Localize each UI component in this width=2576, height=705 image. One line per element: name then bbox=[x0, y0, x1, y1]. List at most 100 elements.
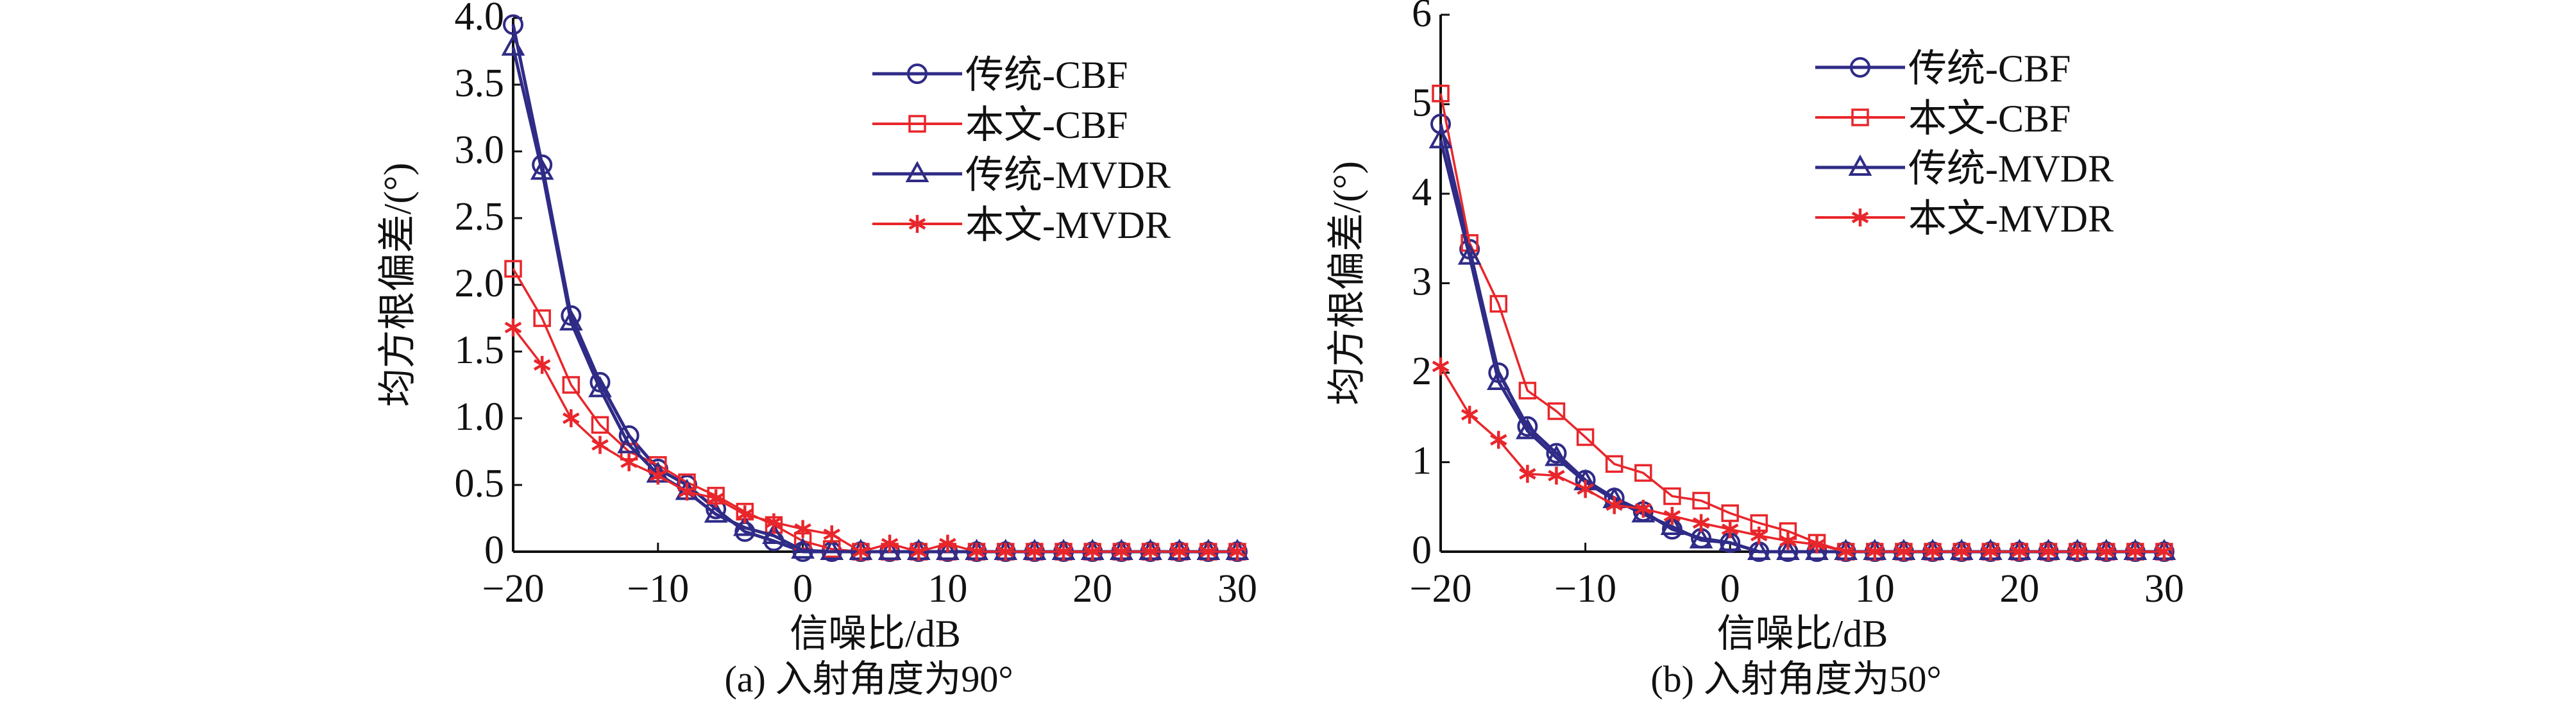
marker-star-stroke bbox=[1808, 538, 1826, 550]
marker-star-stroke bbox=[910, 546, 928, 557]
marker-square bbox=[1692, 491, 1710, 510]
y-tick-label: 2 bbox=[1412, 350, 1432, 393]
x-tick-label: −20 bbox=[482, 567, 545, 611]
marker-square bbox=[504, 260, 522, 278]
y-tick-label: 1.0 bbox=[455, 395, 505, 439]
y-tick-label: 3.5 bbox=[455, 62, 505, 105]
marker-star-stroke bbox=[1142, 546, 1159, 557]
marker-star bbox=[765, 513, 783, 532]
marker-circle bbox=[907, 64, 928, 84]
marker-star bbox=[1199, 543, 1217, 561]
marker-star bbox=[1519, 464, 1536, 483]
x-tick-label: 20 bbox=[1072, 567, 1112, 611]
legend-item: 本文-CBF bbox=[872, 104, 1128, 146]
marker-star bbox=[1895, 543, 1913, 561]
marker-star bbox=[707, 489, 725, 507]
marker-star bbox=[504, 318, 522, 337]
marker-star-stroke bbox=[678, 486, 696, 498]
marker-triangle bbox=[1848, 154, 1872, 176]
marker-triangle bbox=[1776, 538, 1800, 560]
marker-square bbox=[1518, 382, 1537, 400]
legend: 传统-CBF 本文-CBF 传统-MVDR 本文-MVDR bbox=[1815, 47, 2114, 240]
marker-star bbox=[1866, 543, 1884, 561]
figure-caption: (a) 入射角度为90° bbox=[724, 658, 1013, 700]
marker-triangle bbox=[588, 376, 612, 398]
y-axis-label: 均方根偏差/(°) bbox=[1326, 161, 1368, 405]
legend-item: 传统-MVDR bbox=[1815, 148, 2114, 190]
marker-star bbox=[1982, 543, 1999, 561]
marker-star-stroke bbox=[1779, 535, 1797, 547]
marker-star-stroke bbox=[649, 470, 667, 482]
legend-label: 本文-MVDR bbox=[965, 204, 1171, 246]
y-tick-label: 4.0 bbox=[455, 0, 505, 38]
legend-label: 本文-CBF bbox=[965, 104, 1128, 146]
legend-label: 本文-CBF bbox=[1908, 98, 2071, 140]
marker-star bbox=[852, 543, 870, 561]
marker-square bbox=[1547, 402, 1566, 420]
marker-star bbox=[1432, 357, 1450, 376]
marker-star-stroke bbox=[1519, 468, 1536, 480]
marker-star bbox=[910, 543, 928, 561]
marker-square bbox=[1663, 487, 1681, 505]
legend-label: 本文-MVDR bbox=[1908, 198, 2114, 240]
marker-star bbox=[794, 520, 811, 538]
marker-star-stroke bbox=[563, 412, 580, 424]
marker-star-stroke bbox=[1083, 546, 1101, 557]
marker-triangle bbox=[936, 538, 960, 560]
marker-star bbox=[1779, 532, 1797, 550]
legend-label: 传统-MVDR bbox=[965, 154, 1171, 196]
marker-star-stroke bbox=[1634, 503, 1652, 514]
marker-star-stroke bbox=[1461, 409, 1479, 421]
marker-triangle bbox=[559, 309, 583, 331]
marker-square bbox=[1605, 455, 1623, 473]
figure-caption: (b) 入射角度为50° bbox=[1650, 658, 1941, 700]
marker-star bbox=[1142, 543, 1159, 561]
marker-circle bbox=[1850, 57, 1870, 78]
y-tick-label: 3.0 bbox=[455, 128, 505, 172]
y-tick-label: 4 bbox=[1412, 171, 1432, 214]
legend-item: 本文-CBF bbox=[1815, 98, 2071, 140]
legend-item: 传统-MVDR bbox=[872, 154, 1171, 196]
marker-star bbox=[1750, 526, 1768, 545]
y-tick-label: 6 bbox=[1412, 0, 1432, 35]
marker-star-stroke bbox=[1750, 529, 1768, 541]
marker-star bbox=[908, 215, 926, 233]
x-axis-label: 信噪比/dB bbox=[790, 613, 961, 655]
legend-label: 传统-CBF bbox=[1908, 47, 2071, 90]
marker-star bbox=[881, 534, 899, 553]
marker-star-stroke bbox=[823, 529, 841, 540]
marker-square bbox=[1432, 85, 1450, 103]
marker-star-stroke bbox=[1171, 546, 1188, 557]
x-tick-label: −10 bbox=[627, 567, 689, 611]
marker-triangle bbox=[1805, 538, 1829, 560]
series-2 bbox=[501, 34, 1250, 560]
marker-star-stroke bbox=[1228, 546, 1246, 557]
marker-star-stroke bbox=[1837, 546, 1854, 557]
marker-triangle bbox=[1457, 243, 1482, 265]
marker-star bbox=[997, 543, 1014, 561]
chart-panel-b: 0 1 2 3 4 5 6 −20 −10 0 10 20 30 信噪比/dB(b) 入射角度为50° 均方… bbox=[1326, 0, 2184, 700]
marker-star-stroke bbox=[1953, 546, 1970, 557]
marker-star bbox=[968, 543, 985, 561]
marker-star-stroke bbox=[1866, 546, 1884, 557]
marker-star bbox=[1692, 514, 1710, 532]
marker-star bbox=[1634, 500, 1652, 518]
marker-triangle bbox=[1428, 127, 1453, 149]
marker-star-stroke bbox=[1055, 546, 1072, 557]
marker-star-stroke bbox=[1895, 546, 1913, 557]
y-tick-label: 0 bbox=[484, 529, 504, 572]
marker-star-stroke bbox=[881, 538, 899, 550]
x-axis-label: 信噪比/dB bbox=[1717, 613, 1888, 655]
y-tick-label: 1.5 bbox=[455, 328, 505, 372]
marker-triangle bbox=[530, 158, 554, 180]
marker-star-stroke bbox=[1199, 546, 1217, 557]
marker-star bbox=[1606, 496, 1623, 514]
marker-star bbox=[563, 409, 580, 427]
marker-triangle bbox=[1515, 418, 1539, 439]
marker-star-stroke bbox=[968, 546, 985, 557]
marker-star bbox=[736, 505, 754, 523]
marker-star-stroke bbox=[2097, 546, 2115, 557]
series-line bbox=[512, 268, 1237, 553]
marker-star-stroke bbox=[707, 492, 725, 504]
